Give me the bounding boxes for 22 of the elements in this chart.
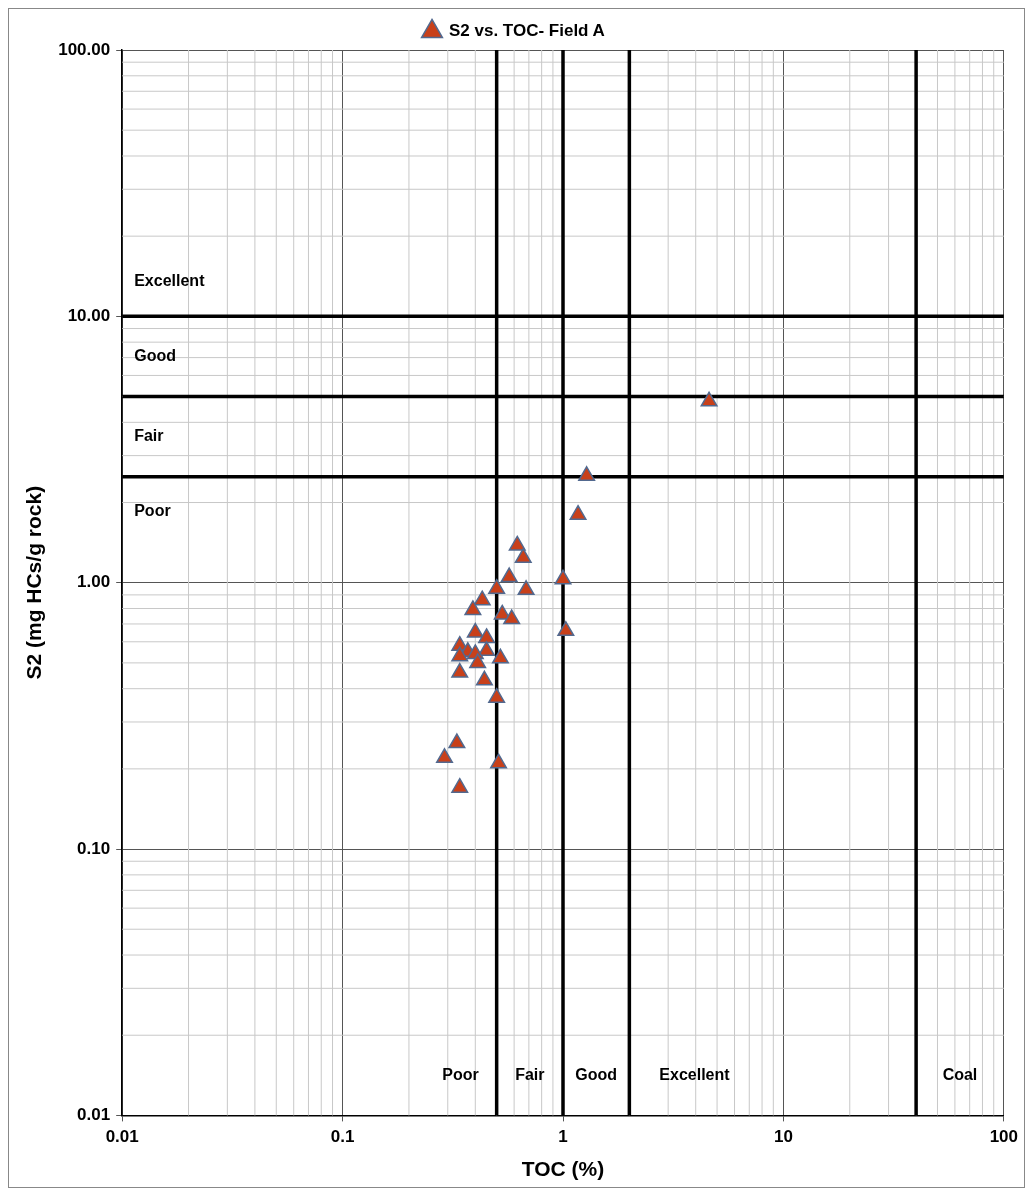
annotation: Poor [442,1065,479,1083]
x-tick-label: 0.01 [105,1127,139,1147]
legend-label: S2 vs. TOC- Field A [449,21,605,41]
y-axis-title: S2 (mg HCs/g rock) [22,485,46,680]
annotation: Fair [515,1065,545,1083]
annotation: Good [575,1065,618,1083]
y-tick-label: 1.00 [77,572,111,592]
y-tick-label: 10.00 [67,306,111,326]
y-tick-label: 0.01 [77,1105,111,1125]
x-tick-label: 100 [989,1127,1019,1147]
x-axis-title: TOC (%) [521,1157,605,1181]
x-tick-label: 10 [773,1127,793,1147]
annotation: Good [134,346,176,364]
y-tick-label: 100.00 [58,39,111,59]
annotation: Coal [942,1065,978,1083]
y-tick-label: 0.10 [77,838,111,858]
annotation: Fair [134,427,164,445]
annotation: Excellent [659,1065,731,1083]
annotation: Poor [134,502,171,520]
annotation: Excellent [134,271,206,289]
x-tick-label: 0.1 [330,1127,355,1147]
x-tick-label: 1 [558,1127,568,1147]
